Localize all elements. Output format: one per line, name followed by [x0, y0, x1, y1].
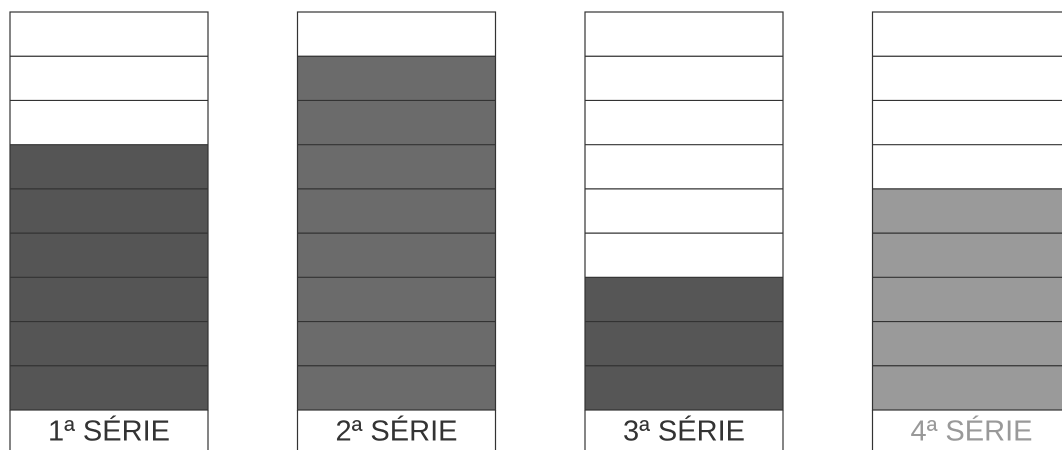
chart: 1ª SÉRIE 2ª SÉRIE 3ª SÉRIE 4ª SÉRIE — [0, 0, 1062, 450]
x-tick-label: 4ª SÉRIE — [911, 415, 1033, 448]
x-tick-label: 1ª SÉRIE — [48, 415, 170, 448]
bar — [585, 277, 783, 410]
bar — [873, 189, 1062, 410]
x-tick-label: 2ª SÉRIE — [336, 415, 458, 448]
x-tick-label: 3ª SÉRIE — [623, 415, 745, 448]
